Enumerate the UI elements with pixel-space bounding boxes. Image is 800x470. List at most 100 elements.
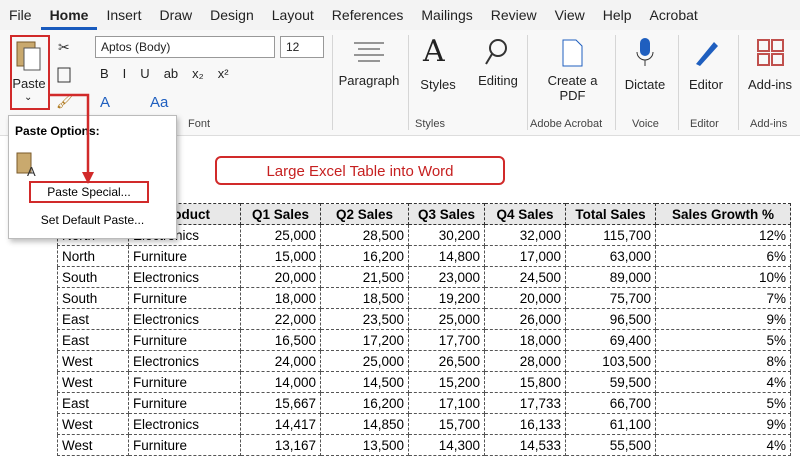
table-row: West Electronics 14,417 14,850 15,700 16,133 6… <box>57 413 791 435</box>
table-cell: 66,700 <box>565 392 656 414</box>
format-button[interactable]: B <box>100 66 109 81</box>
table-cell: 63,000 <box>565 245 656 267</box>
table-cell: Furniture <box>128 392 241 414</box>
table-cell: Furniture <box>128 245 241 267</box>
table-row: North Furniture 15,000 16,200 14,800 17,000 63… <box>57 245 791 267</box>
header-cell: Q3 Sales <box>408 203 485 225</box>
menu-title: Paste Options: <box>15 124 100 138</box>
table-cell: Electronics <box>128 350 241 372</box>
table-cell: 25,000 <box>320 350 409 372</box>
header-cell: Q2 Sales <box>320 203 409 225</box>
ribbon-tab[interactable]: Acrobat <box>649 7 698 23</box>
format-button[interactable]: ab <box>163 66 179 81</box>
dictate-button[interactable]: Dictate <box>624 77 666 92</box>
ribbon-tab[interactable]: Insert <box>106 7 142 23</box>
editing-button[interactable]: Editing <box>478 73 518 88</box>
svg-text:🖌: 🖌 <box>56 93 74 109</box>
addins-icon <box>757 39 784 66</box>
ribbon-tab[interactable]: Help <box>602 7 632 23</box>
ribbon-tab[interactable]: View <box>554 7 585 23</box>
format-button[interactable]: x² <box>217 66 229 81</box>
paste-button[interactable]: Paste <box>12 76 46 91</box>
ribbon-tab[interactable]: Design <box>210 7 254 23</box>
editor-button[interactable]: Editor <box>689 77 723 92</box>
paste-menu: Paste Options: A Paste Special... Set De… <box>8 115 177 239</box>
table-cell: 23,000 <box>408 266 485 288</box>
ribbon-tab[interactable]: Mailings <box>421 7 473 23</box>
header-cell: Q1 Sales <box>240 203 321 225</box>
format-button[interactable]: I <box>122 66 127 81</box>
header-cell: Q4 Sales <box>484 203 566 225</box>
table-cell: 75,700 <box>565 287 656 309</box>
table-cell: 26,500 <box>408 350 485 372</box>
svg-text:✂: ✂ <box>58 39 70 55</box>
table-cell: 12% <box>655 224 791 246</box>
callout: Large Excel Table into Word <box>215 156 505 185</box>
table-cell: 16,133 <box>484 413 566 435</box>
paragraph-button[interactable]: Paragraph <box>338 73 400 88</box>
format-button[interactable]: Aa <box>150 94 169 111</box>
svg-text:A: A <box>27 164 36 179</box>
table-cell: 55,500 <box>565 434 656 456</box>
data-table: Product Q1 Sales Q2 Sales Q3 Sales Q4 Sales T… <box>57 203 791 456</box>
create-pdf-button[interactable]: Create a PDF <box>547 73 598 103</box>
separator <box>615 35 616 130</box>
ribbon-tab[interactable]: Review <box>490 7 537 23</box>
table-cell: 115,700 <box>565 224 656 246</box>
group-label: Add-ins <box>750 118 788 130</box>
ribbon-tab[interactable]: Home <box>40 0 98 30</box>
table-cell: 89,000 <box>565 266 656 288</box>
table-cell: 103,500 <box>565 350 656 372</box>
table-cell: 17,733 <box>484 392 566 414</box>
format-button[interactable]: A <box>100 94 111 111</box>
table-cell: 19,200 <box>408 287 485 309</box>
table-cell: 25,000 <box>240 224 321 246</box>
table-cell: 32,000 <box>484 224 566 246</box>
styles-icon: A <box>423 34 445 69</box>
table-cell: 20,000 <box>484 287 566 309</box>
table-cell: 7% <box>655 287 791 309</box>
ribbon-tab[interactable]: File <box>9 7 32 23</box>
table-cell: Furniture <box>128 434 241 456</box>
font-name-box[interactable]: Aptos (Body) <box>95 36 275 58</box>
table-cell: Furniture <box>128 371 241 393</box>
table-row: West Electronics 24,000 25,000 26,500 28,000 1… <box>57 350 791 372</box>
menu-item[interactable]: Paste Special... <box>29 181 149 203</box>
table-row: West Furniture 14,000 14,500 15,200 15,800 59,… <box>57 371 791 393</box>
separator <box>678 35 679 130</box>
group-label: Styles <box>415 118 445 130</box>
font-size-box[interactable]: 12 <box>280 36 324 58</box>
group-label: Editor <box>690 118 719 130</box>
table-cell: South <box>57 266 129 288</box>
table-cell: 59,500 <box>565 371 656 393</box>
mic-icon <box>636 38 654 66</box>
table-cell: 24,000 <box>240 350 321 372</box>
styles-button[interactable]: Styles <box>420 77 456 92</box>
paste-caret: ⌄ <box>24 92 33 103</box>
table-row: East Furniture 16,500 17,200 17,700 18,000 69,… <box>57 329 791 351</box>
table-cell: 17,700 <box>408 329 485 351</box>
table-cell: 20,000 <box>240 266 321 288</box>
table-cell: 15,667 <box>240 392 321 414</box>
table-cell: 9% <box>655 308 791 330</box>
table-cell: 26,000 <box>484 308 566 330</box>
ribbon-tab[interactable]: References <box>331 7 404 23</box>
editor-icon <box>696 42 718 66</box>
table-cell: 4% <box>655 434 791 456</box>
format-button[interactable]: U <box>140 66 150 81</box>
ribbon-tab[interactable]: Draw <box>159 7 193 23</box>
addins-button[interactable]: Add-ins <box>747 77 793 92</box>
ribbon-tab[interactable]: Layout <box>271 7 314 23</box>
table-cell: 28,500 <box>320 224 409 246</box>
table-cell: 15,000 <box>240 245 321 267</box>
format-button[interactable]: x₂ <box>192 66 204 81</box>
group-label: Font <box>188 118 211 130</box>
menu-item[interactable]: Set Default Paste... <box>40 213 145 227</box>
table-cell: 17,200 <box>320 329 409 351</box>
table-cell: 24,500 <box>484 266 566 288</box>
table-cell: 14,850 <box>320 413 409 435</box>
table-cell: 8% <box>655 350 791 372</box>
table-row: South Furniture 18,000 18,500 19,200 20,000 75… <box>57 287 791 309</box>
table-cell: 30,200 <box>408 224 485 246</box>
